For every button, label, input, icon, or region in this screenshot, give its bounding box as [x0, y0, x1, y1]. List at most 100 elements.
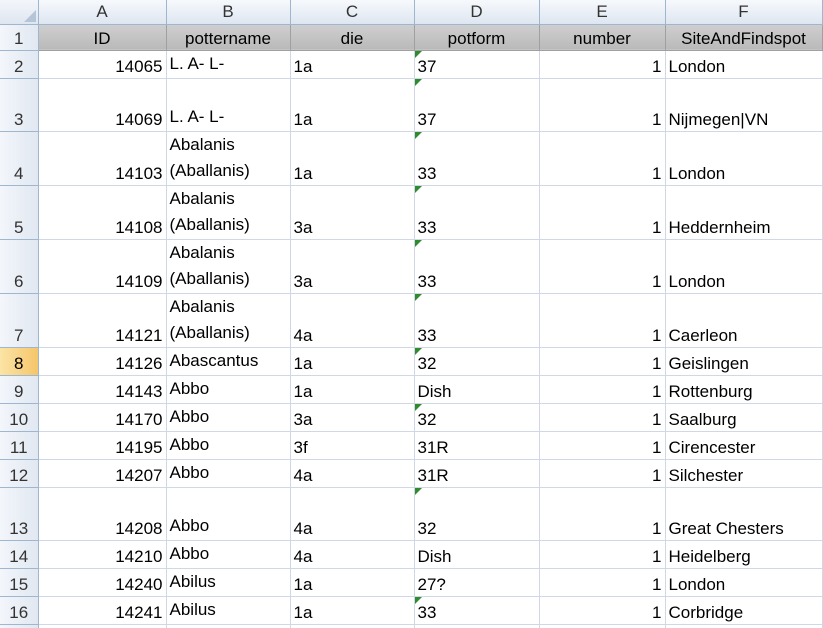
cell-number[interactable]: 1	[539, 596, 666, 625]
cell-die[interactable]: 1a	[290, 347, 415, 376]
cell-id[interactable]: 14170	[38, 403, 167, 432]
empty-cell[interactable]	[166, 624, 291, 628]
column-header-a[interactable]: A	[38, 0, 167, 25]
row-header[interactable]: 11	[0, 431, 39, 460]
cell-pottername[interactable]: Abbo	[166, 375, 291, 404]
cell-id[interactable]: 14143	[38, 375, 167, 404]
cell-potform[interactable]: 33	[414, 131, 540, 186]
cell-id[interactable]: 14210	[38, 540, 167, 569]
cell-number[interactable]: 1	[539, 568, 666, 597]
cell-number[interactable]: 1	[539, 459, 666, 488]
cell-potform[interactable]: 33	[414, 185, 540, 240]
cell-potform[interactable]: Dish	[414, 375, 540, 404]
row-header[interactable]: 3	[0, 78, 39, 132]
cell-number[interactable]: 1	[539, 131, 666, 186]
cell-site[interactable]: Silchester	[665, 459, 823, 488]
cell-pottername[interactable]: Abilus	[166, 596, 291, 625]
cell-potform[interactable]: 32	[414, 347, 540, 376]
cell-potform[interactable]: 31R	[414, 459, 540, 488]
cell-pottername[interactable]: Abascantus	[166, 347, 291, 376]
cell-id[interactable]: 14240	[38, 568, 167, 597]
cell-site[interactable]: London	[665, 239, 823, 294]
cell-potform[interactable]: 31R	[414, 431, 540, 460]
error-indicator-icon[interactable]	[414, 131, 422, 139]
row-header[interactable]: 14	[0, 540, 39, 569]
header-cell-site[interactable]: SiteAndFindspot	[665, 24, 823, 51]
row-header[interactable]: 1	[0, 24, 39, 51]
column-header-b[interactable]: B	[166, 0, 291, 25]
cell-id[interactable]: 14109	[38, 239, 167, 294]
column-header-e[interactable]: E	[539, 0, 666, 25]
row-header[interactable]: 2	[0, 50, 39, 79]
error-indicator-icon[interactable]	[414, 347, 422, 355]
cell-site[interactable]: Geislingen	[665, 347, 823, 376]
cell-die[interactable]: 1a	[290, 568, 415, 597]
cell-number[interactable]: 1	[539, 185, 666, 240]
cell-potform[interactable]: 37	[414, 50, 540, 79]
cell-potform[interactable]: 27?	[414, 568, 540, 597]
cell-number[interactable]: 1	[539, 78, 666, 132]
cell-potform[interactable]: 37	[414, 78, 540, 132]
cell-die[interactable]: 4a	[290, 540, 415, 569]
header-cell-id[interactable]: ID	[38, 24, 167, 51]
empty-cell[interactable]	[665, 624, 823, 628]
error-indicator-icon[interactable]	[414, 78, 422, 86]
cell-die[interactable]: 3f	[290, 431, 415, 460]
cell-pottername[interactable]: Abalanis (Aballanis)	[166, 293, 291, 348]
cell-number[interactable]: 1	[539, 540, 666, 569]
row-header[interactable]: 4	[0, 131, 39, 186]
column-header-d[interactable]: D	[414, 0, 540, 25]
header-cell-number[interactable]: number	[539, 24, 666, 51]
cell-id[interactable]: 14065	[38, 50, 167, 79]
error-indicator-icon[interactable]	[414, 487, 422, 495]
cell-site[interactable]: Heddernheim	[665, 185, 823, 240]
cell-die[interactable]: 1a	[290, 78, 415, 132]
cell-potform[interactable]: 32	[414, 487, 540, 541]
error-indicator-icon[interactable]	[414, 403, 422, 411]
error-indicator-icon[interactable]	[414, 185, 422, 193]
cell-id[interactable]: 14126	[38, 347, 167, 376]
cell-site[interactable]: Caerleon	[665, 293, 823, 348]
cell-id[interactable]: 14069	[38, 78, 167, 132]
cell-site[interactable]: London	[665, 50, 823, 79]
cell-pottername[interactable]: Abbo	[166, 431, 291, 460]
cell-die[interactable]: 3a	[290, 239, 415, 294]
empty-cell[interactable]	[414, 624, 540, 628]
cell-die[interactable]: 3a	[290, 185, 415, 240]
cell-site[interactable]: London	[665, 568, 823, 597]
cell-die[interactable]: 1a	[290, 50, 415, 79]
row-header[interactable]: 10	[0, 403, 39, 432]
cell-number[interactable]: 1	[539, 375, 666, 404]
cell-id[interactable]: 14195	[38, 431, 167, 460]
cell-number[interactable]: 1	[539, 347, 666, 376]
cell-potform[interactable]: 32	[414, 403, 540, 432]
cell-number[interactable]: 1	[539, 50, 666, 79]
error-indicator-icon[interactable]	[414, 239, 422, 247]
cell-potform[interactable]: 33	[414, 596, 540, 625]
cell-pottername[interactable]: Abalanis (Aballanis)	[166, 239, 291, 294]
header-cell-pottername[interactable]: pottername	[166, 24, 291, 51]
cell-id[interactable]: 14121	[38, 293, 167, 348]
cell-die[interactable]: 4a	[290, 487, 415, 541]
cell-site[interactable]: Heidelberg	[665, 540, 823, 569]
cell-id[interactable]: 14207	[38, 459, 167, 488]
cell-pottername[interactable]: Abilus	[166, 568, 291, 597]
cell-die[interactable]: 3a	[290, 403, 415, 432]
error-indicator-icon[interactable]	[414, 596, 422, 604]
cell-potform[interactable]: Dish	[414, 540, 540, 569]
cell-die[interactable]: 1a	[290, 375, 415, 404]
cell-site[interactable]: Great Chesters	[665, 487, 823, 541]
row-header[interactable]: 16	[0, 596, 39, 625]
row-header[interactable]: 6	[0, 239, 39, 294]
cell-pottername[interactable]: Abbo	[166, 540, 291, 569]
select-all-button[interactable]	[0, 0, 39, 25]
cell-site[interactable]: London	[665, 131, 823, 186]
error-indicator-icon[interactable]	[414, 50, 422, 58]
cell-site[interactable]: Nijmegen|VN	[665, 78, 823, 132]
empty-cell[interactable]	[539, 624, 666, 628]
cell-pottername[interactable]: L. A- L-	[166, 78, 291, 132]
row-header[interactable]: 13	[0, 487, 39, 541]
cell-site[interactable]: Cirencester	[665, 431, 823, 460]
row-header[interactable]	[0, 624, 39, 628]
cell-id[interactable]: 14208	[38, 487, 167, 541]
